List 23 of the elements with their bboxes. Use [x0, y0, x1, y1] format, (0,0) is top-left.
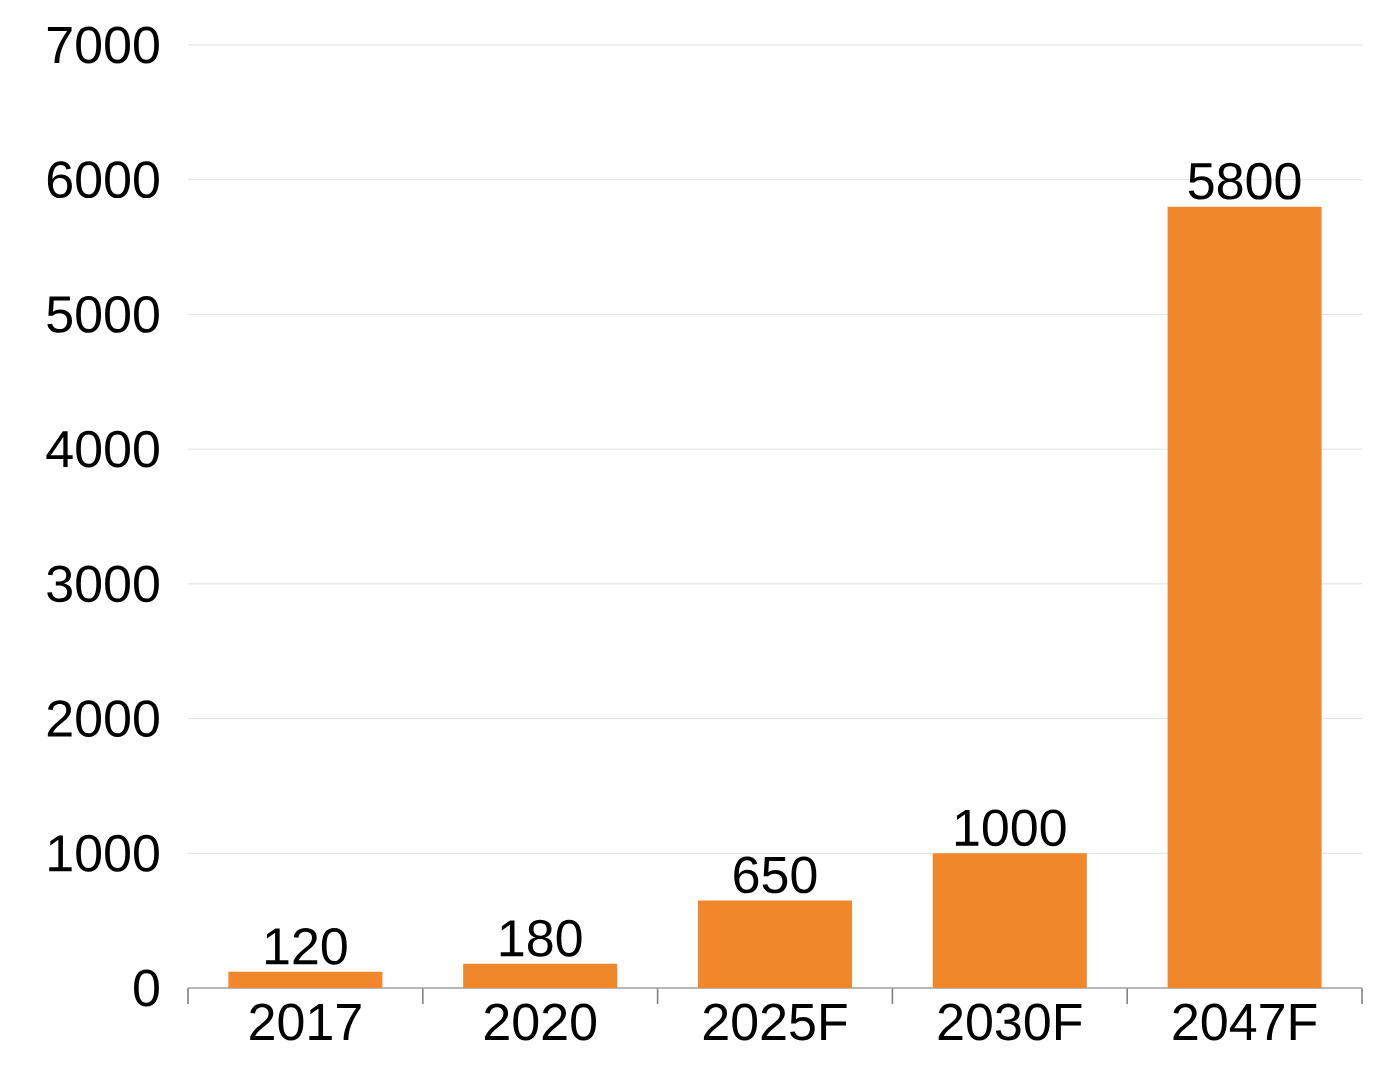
data-label: 180: [500, 919, 582, 957]
y-tick-label: 1000: [49, 834, 159, 872]
data-label: 5800: [1188, 162, 1301, 200]
bar: [228, 971, 383, 988]
bar: [463, 963, 618, 988]
y-tick-label: 5000: [47, 296, 159, 333]
bar: [1167, 206, 1322, 988]
bar: [698, 900, 852, 988]
x-tick-label: 2025F: [703, 1003, 847, 1041]
x-tick-label: 2030F: [938, 1003, 1082, 1041]
y-tick-label: 6000: [47, 161, 159, 199]
x-tick-label: 2017: [250, 1003, 361, 1041]
y-tick-label: 4000: [46, 430, 159, 468]
data-label: 120: [265, 927, 347, 965]
data-label: 650: [734, 856, 817, 894]
data-label: 1000: [955, 809, 1066, 847]
x-tick-label: 2020: [484, 1003, 596, 1041]
y-tick-label: 3000: [47, 565, 159, 603]
bar: [932, 853, 1087, 988]
y-tick-label: 7000: [47, 26, 159, 64]
y-tick-label: 2000: [47, 700, 159, 737]
x-tick-label: 2047F: [1173, 1003, 1317, 1041]
y-tick-label: 0: [134, 969, 159, 1007]
